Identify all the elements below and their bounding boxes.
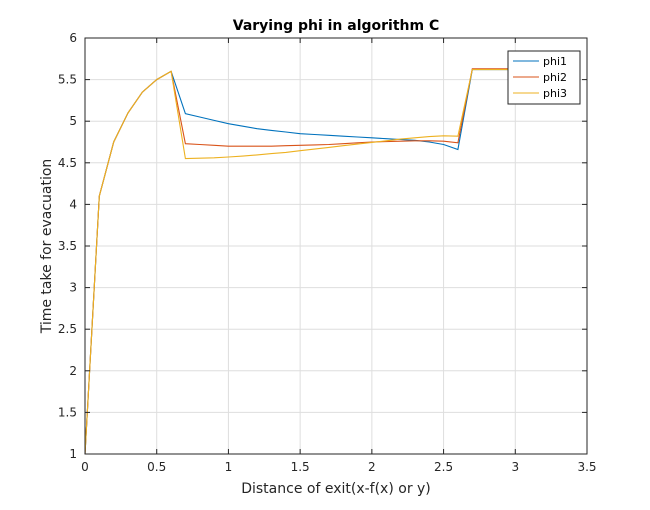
x-tick-label: 0.5 [147,460,166,474]
y-tick-label: 6 [69,31,77,45]
y-tick-label: 3 [69,281,77,295]
x-tick-label: 0 [81,460,89,474]
legend: phi1 phi2 phi3 [507,50,581,105]
x-tick-label: 1 [225,460,233,474]
y-tick-label: 2.5 [58,322,77,336]
y-tick-label: 3.5 [58,239,77,253]
y-tick-label: 1.5 [58,405,77,419]
series-lines [84,68,516,455]
legend-label-phi2: phi2 [543,71,567,84]
series-line-phi3 [84,69,516,455]
x-axis-label: Distance of exit(x-f(x) or y) [241,481,431,497]
y-tick-label: 1 [69,447,77,461]
axis-ticks: 0 0.5 1 1.5 2 2.5 3 3.5 1 1.5 2 2.5 3 3.5 4 4.5 5 5.5 6 [58,31,597,474]
chart-title: Varying phi in algorithm C [233,18,440,34]
x-tick-label: 3.5 [577,460,596,474]
y-tick-label: 5.5 [58,73,77,87]
legend-label-phi1: phi1 [543,55,567,68]
x-tick-label: 2 [368,460,376,474]
x-tick-label: 1.5 [291,460,310,474]
y-tick-label: 2 [69,364,77,378]
y-tick-label: 4.5 [58,156,77,170]
x-tick-label: 3 [511,460,519,474]
legend-label-phi3: phi3 [543,87,567,100]
y-axis-label: Time take for evacuation [39,159,55,335]
x-tick-label: 2.5 [434,460,453,474]
y-tick-label: 5 [69,114,77,128]
y-tick-label: 4 [69,197,77,211]
